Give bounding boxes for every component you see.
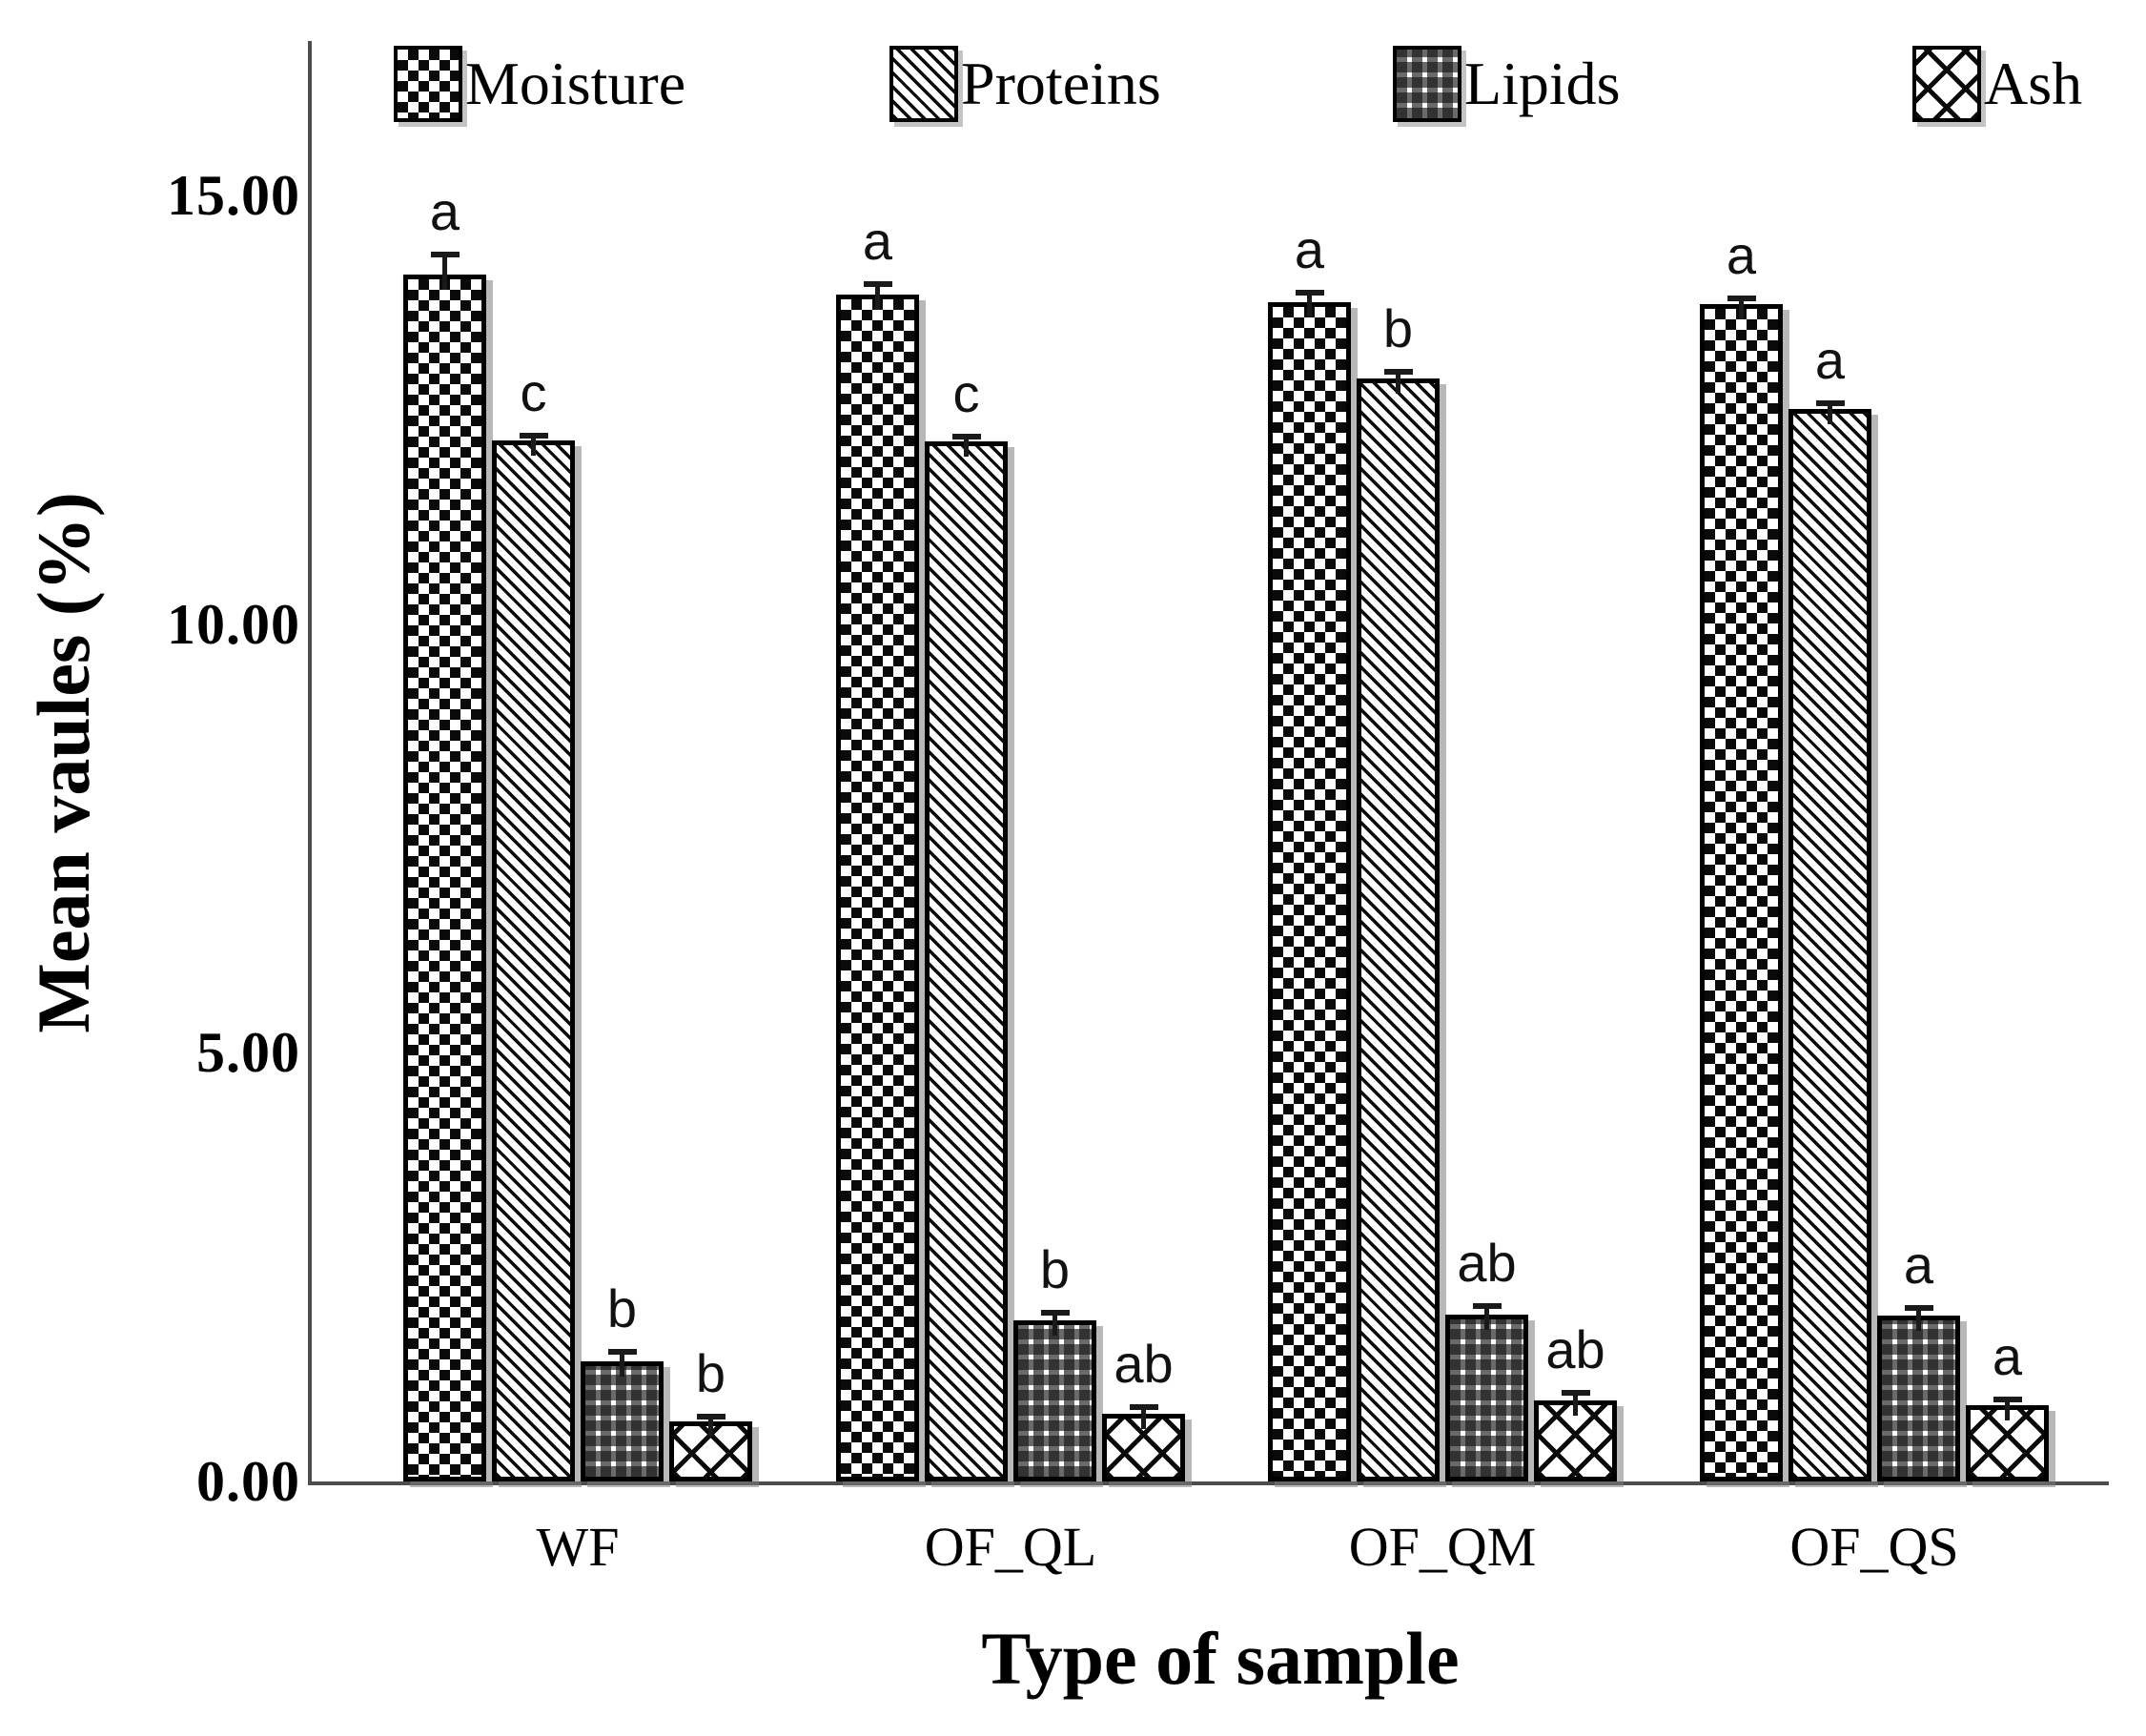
bar-lipids-OF_QL [1013,1319,1096,1481]
error-bar-cap [1815,400,1845,407]
error-bar-whisker [964,437,969,458]
significance-letter: ab [1457,1233,1517,1294]
error-bar-whisker [875,284,880,311]
significance-letter: a [1992,1325,2023,1386]
legend-item-ash: Ash [1912,46,2082,122]
legend-label: Lipids [1464,50,1621,117]
bar-lipids-OF_QS [1877,1316,1960,1481]
x-category-label-of_ql: OF_QL [924,1516,1097,1578]
significance-letter: b [695,1342,726,1403]
error-bar-cap [1472,1303,1502,1310]
error-bar-whisker [1053,1313,1057,1336]
bar-moisture-OF_QM [1268,301,1351,1481]
significance-letter: b [1039,1238,1071,1299]
legend-item-lipids: Lipids [1393,46,1621,122]
error-bar-cap [1993,1396,2022,1402]
y-tick-label: 10.00 [167,592,300,656]
legend-label: Ash [1984,50,2083,117]
bar-moisture-WF [403,274,486,1481]
error-bar-cap [607,1349,637,1356]
legend-label: Moisture [465,50,686,117]
error-bar-cap [951,433,981,439]
x-axis-title: Type of sample [981,1617,1460,1700]
bar-proteins-OF_QL [925,441,1008,1481]
legend-label: Proteins [961,50,1161,117]
legend-item-moisture: Moisture [394,46,685,122]
bar-moisture-OF_QL [836,295,919,1481]
legend-swatch-diagonal-stripes-icon [889,46,958,122]
legend-swatch-checkerboard-icon [394,46,462,122]
significance-letter: b [1382,298,1414,359]
error-bar-whisker [1484,1307,1489,1330]
significance-letter: a [862,210,893,271]
error-bar-whisker [1141,1407,1146,1429]
significance-letter: a [1294,218,1325,279]
error-bar-whisker [1396,373,1400,394]
y-tick-label: 0.00 [196,1450,300,1513]
error-bar-whisker [1307,293,1312,317]
error-bar-cap [863,280,892,287]
bar-moisture-OF_QS [1700,304,1783,1481]
error-bar-cap [1383,369,1413,376]
bar-proteins-OF_QS [1788,408,1871,1481]
error-bar-whisker [1573,1394,1578,1416]
bar-proteins-OF_QM [1357,378,1440,1481]
legend-item-proteins: Proteins [889,46,1161,122]
error-bar-whisker [442,255,447,290]
x-category-label-of_qm: OF_QM [1348,1516,1537,1578]
error-bar-whisker [1828,404,1832,424]
bar-proteins-WF [492,440,575,1481]
x-axis-line [308,1481,2109,1485]
error-bar-whisker [708,1417,713,1438]
error-bar-cap [696,1413,726,1419]
legend-swatch-plaid-icon [1393,46,1461,122]
significance-letter: ab [1114,1333,1174,1394]
significance-letter: a [429,181,460,241]
error-bar-cap [1561,1390,1590,1397]
bar-ash-OF_QS [1966,1404,2049,1481]
significance-letter: c [520,361,547,422]
error-bar-whisker [531,436,536,457]
significance-letter: ab [1545,1319,1605,1380]
error-bar-cap [1295,289,1324,296]
significance-letter: a [1814,330,1846,391]
bar-lipids-WF [581,1361,664,1481]
error-bar-cap [1129,1403,1158,1410]
legend-swatch-diamond-crosshatch-icon [1912,46,1981,122]
x-category-label-wf: WF [536,1516,620,1578]
error-bar-whisker [620,1353,624,1378]
error-bar-whisker [2005,1399,2010,1420]
error-bar-cap [1727,295,1756,301]
y-axis-title: Mean vaules (%) [22,492,105,1033]
error-bar-cap [519,432,548,439]
significance-letter: b [606,1278,638,1339]
y-tick-label: 5.00 [196,1021,300,1085]
error-bar-cap [430,252,460,257]
error-bar-whisker [1916,1309,1921,1332]
error-bar-cap [1904,1305,1933,1312]
significance-letter: a [1903,1235,1934,1296]
x-category-label-of_qs: OF_QS [1789,1516,1959,1578]
bar-lipids-OF_QM [1445,1314,1528,1481]
significance-letter: a [1726,224,1757,285]
error-bar-whisker [1739,298,1744,320]
y-tick-label: 15.00 [167,164,300,228]
error-bar-cap [1040,1309,1070,1316]
significance-letter: c [952,362,980,423]
y-axis-line [308,41,312,1481]
